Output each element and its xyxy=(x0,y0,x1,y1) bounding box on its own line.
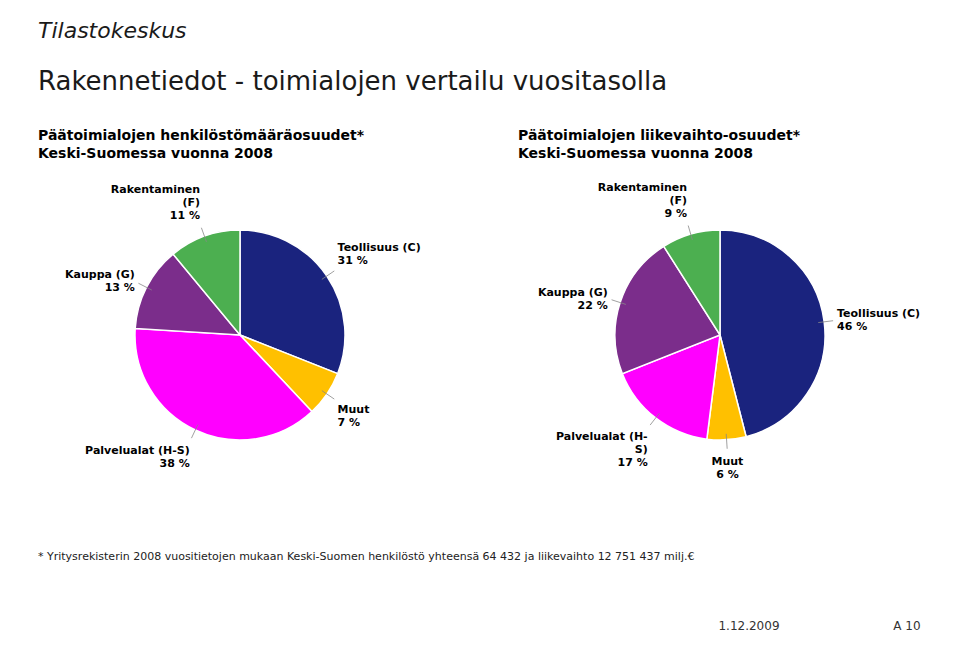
data-label: 7 % xyxy=(338,416,361,429)
pie-slice xyxy=(173,230,240,335)
slice-category-line: Kauppa (G) xyxy=(65,268,135,281)
slice-category: Palvelualat (H-S) xyxy=(556,430,648,456)
leader-line xyxy=(688,226,692,240)
data-label: 17 % xyxy=(618,456,648,469)
slice-category-line: Rakentaminen xyxy=(111,183,200,196)
chart-title: Päätoimialojen henkilöstömääräosuudet* xyxy=(38,127,365,143)
chart-subtitle: Keski-Suomessa vuonna 2008 xyxy=(518,145,753,161)
pie xyxy=(135,230,345,440)
footer: * Yritysrekisterin 2008 vuositietojen mu… xyxy=(38,550,694,563)
slice-category: Palvelualat (H-S) xyxy=(85,444,190,457)
slice-category-line: Palvelualat (H-S) xyxy=(85,444,190,457)
slice-category: Muut xyxy=(711,455,743,468)
slice-category: Teollisuus (C) xyxy=(837,307,920,320)
slice-category-line: Rakentaminen xyxy=(598,181,687,194)
data-label: 31 % xyxy=(338,254,368,267)
slice-category-line: (F) xyxy=(670,194,688,207)
leader-line xyxy=(612,300,626,305)
chart-subtitle: Keski-Suomessa vuonna 2008 xyxy=(38,145,273,161)
chart-title: Päätoimialojen liikevaihto-osuudet* xyxy=(518,127,801,143)
title: Rakennetiedot - toimialojen vertailu vuo… xyxy=(38,66,667,96)
slice-category-line: Teollisuus (C) xyxy=(837,307,920,320)
data-label: 38 % xyxy=(160,457,190,470)
pie-slice xyxy=(664,230,720,335)
slice-category: Rakentaminen(F) xyxy=(111,183,200,209)
slice-category-line: S) xyxy=(635,443,648,456)
leader-line xyxy=(201,228,206,242)
date: 1.12.2009 xyxy=(718,619,779,633)
leader-line xyxy=(322,391,334,399)
leader-line xyxy=(726,434,728,449)
slice-category-line: Palvelualat (H- xyxy=(556,430,648,443)
data-label: 22 % xyxy=(578,299,608,312)
leader-line xyxy=(650,413,659,425)
slice-category-line: Muut xyxy=(711,455,743,468)
data-label: 13 % xyxy=(105,281,135,294)
leader-line xyxy=(138,283,151,290)
leader-line xyxy=(322,271,334,279)
data-label: 9 % xyxy=(665,207,688,220)
slice-category-line: (F) xyxy=(182,196,200,209)
data-label: 6 % xyxy=(716,468,739,481)
header-organisation: Tilastokeskus xyxy=(38,18,187,43)
slice-category: Kauppa (G) xyxy=(65,268,135,281)
pie-slice xyxy=(135,328,312,440)
slice-category: Kauppa (G) xyxy=(538,286,608,299)
chart: Päätoimialojen henkilöstömääräosuudet* Ke… xyxy=(38,127,421,470)
page: Tilastokeskus Rakennetiedot - toimialojen… xyxy=(0,0,960,652)
slice-category: Muut xyxy=(338,403,370,416)
labels: Teollisuus (C)31 % Muut7 % Palvelualat (H-… xyxy=(65,183,421,470)
leader-line xyxy=(191,425,197,439)
data-label: 11 % xyxy=(170,209,200,222)
leader-line xyxy=(818,321,833,323)
slice-category-line: Kauppa (G) xyxy=(538,286,608,299)
chart: Päätoimialojen liikevaihto-osuudet* Keski… xyxy=(518,127,920,481)
slice-category-line: Muut xyxy=(338,403,370,416)
slice-category-line: Teollisuus (C) xyxy=(338,241,421,254)
data-label: 46 % xyxy=(837,320,867,333)
labels: Teollisuus (C)46 % Muut6 % Palvelualat (H-… xyxy=(538,181,920,481)
slice-category: Teollisuus (C) xyxy=(338,241,421,254)
slide-number: A 10 xyxy=(893,619,920,633)
slice-category: Rakentaminen(F) xyxy=(598,181,687,207)
pie xyxy=(615,230,825,440)
